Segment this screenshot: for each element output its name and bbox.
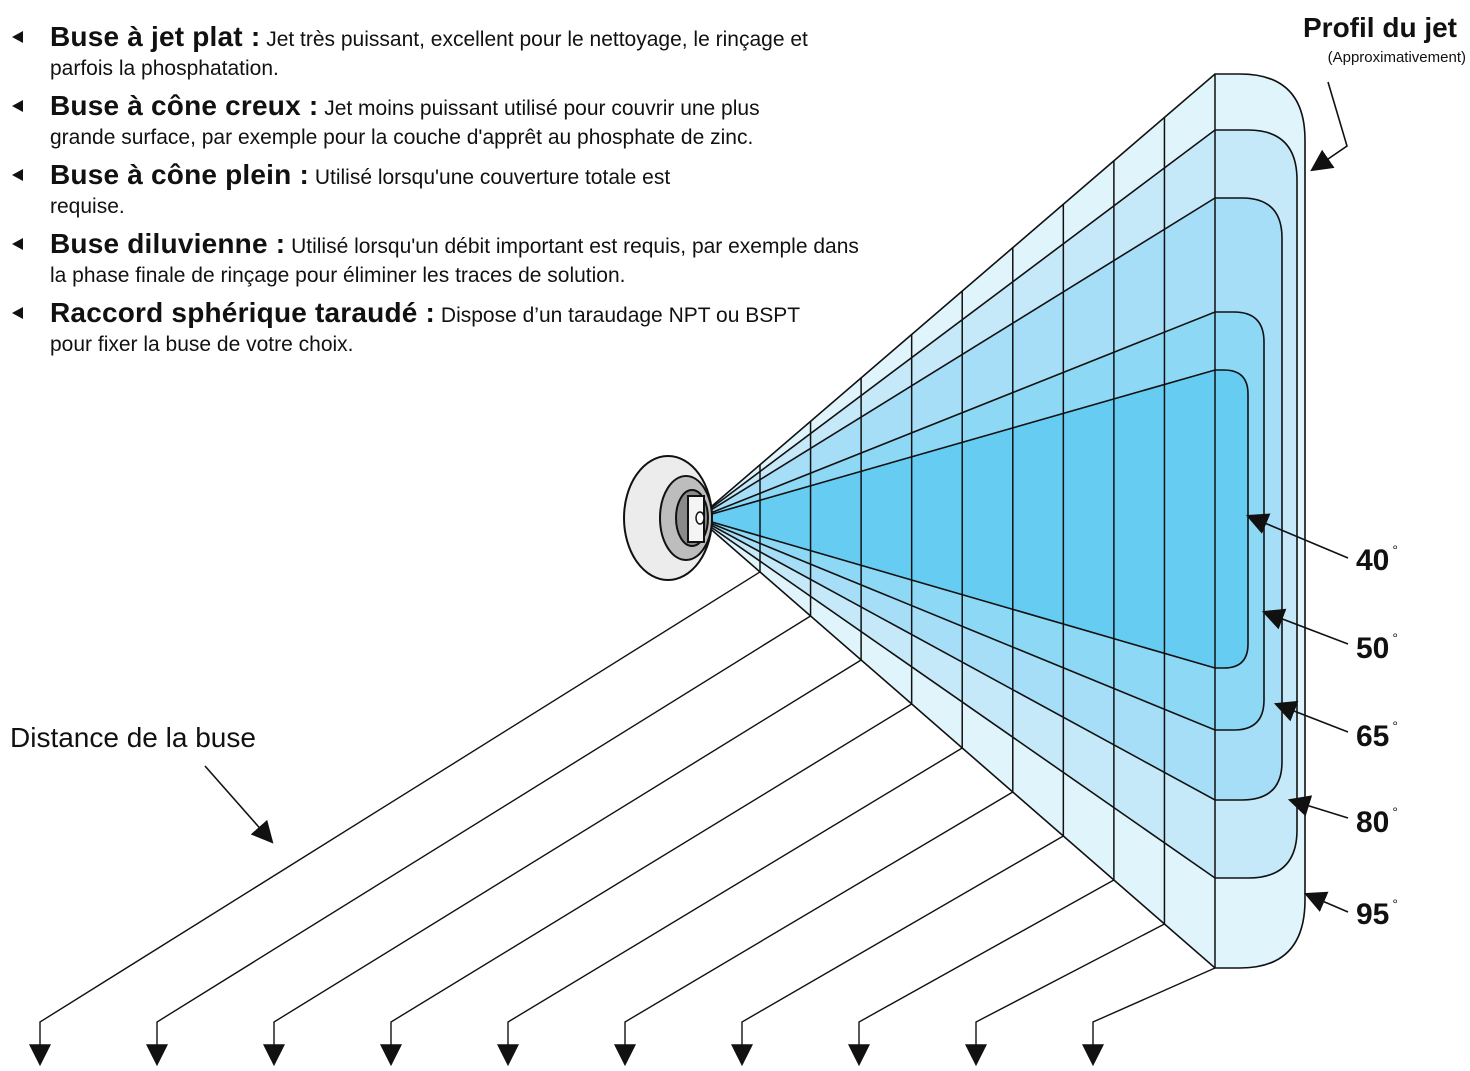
angle-pointer-65 xyxy=(1273,700,1349,733)
feature-title: Buse à cône plein : xyxy=(50,159,309,190)
bullet-arrow-icon xyxy=(12,169,23,181)
angle-value: 50 xyxy=(1356,632,1390,665)
angle-pointer-50 xyxy=(1261,608,1349,645)
angle-pointer-95 xyxy=(1303,891,1349,913)
bullet-arrow-icon xyxy=(12,238,23,250)
feature-item: Buse diluvienne : Utilisé lorsqu'un débi… xyxy=(12,229,860,290)
degree-symbol: ° xyxy=(1392,630,1398,646)
angle-pointer-40 xyxy=(1245,513,1349,559)
distance-leader-arrow xyxy=(731,835,1064,1067)
angle-label-65: 65 ° xyxy=(1356,718,1398,754)
profile-arrow xyxy=(1310,81,1348,172)
feature-text: Utilisé lorsqu'un débit important est re… xyxy=(50,235,859,287)
distance-gridlines xyxy=(759,74,1216,968)
distance-leader-arrow xyxy=(380,703,913,1067)
feature-text: Dispose d’un taraudage NPT ou BSPT pour … xyxy=(50,304,800,356)
feature-title: Buse diluvienne : xyxy=(50,228,286,259)
angle-label-50: 50 ° xyxy=(1356,630,1398,666)
angle-label-40: 40 ° xyxy=(1356,542,1398,578)
distance-label: Distance de la buse xyxy=(10,722,256,753)
feature-title: Buse à cône creux : xyxy=(50,90,319,121)
distance-leader-arrow xyxy=(146,615,811,1067)
bullet-arrow-icon xyxy=(12,307,23,319)
feature-item: Buse à cône creux : Jet moins puissant u… xyxy=(12,91,810,152)
nozzle-icon xyxy=(623,455,713,581)
profile-subtitle: (Approximativement) xyxy=(1327,49,1466,66)
feature-item: Buse à cône plein : Utilisé lorsqu'une c… xyxy=(12,160,730,221)
angle-value: 80 xyxy=(1356,806,1390,839)
distance-arrow xyxy=(204,765,274,844)
angle-value: 95 xyxy=(1356,898,1390,931)
distance-leader-arrow xyxy=(848,879,1115,1067)
bullet-arrow-icon xyxy=(12,100,23,112)
degree-symbol: ° xyxy=(1392,718,1398,734)
angle-pointer-80 xyxy=(1287,795,1349,819)
distance-leader-arrow xyxy=(29,571,761,1067)
distance-leader-arrow xyxy=(965,923,1165,1067)
distance-leader-arrow xyxy=(263,659,862,1067)
feature-text: Utilisé lorsqu'une couverture totale est… xyxy=(50,166,671,218)
angle-label-95: 95 ° xyxy=(1356,896,1398,932)
degree-symbol: ° xyxy=(1392,542,1398,558)
degree-symbol: ° xyxy=(1392,804,1398,820)
angle-value: 65 xyxy=(1356,720,1390,753)
feature-item: Raccord sphérique taraudé : Dispose d’un… xyxy=(12,298,820,359)
feature-title: Buse à jet plat : xyxy=(50,21,261,52)
profile-title: Profil du jet xyxy=(1303,12,1457,43)
angle-value: 40 xyxy=(1356,544,1390,577)
angle-label-80: 80 ° xyxy=(1356,804,1398,840)
bullet-arrow-icon xyxy=(12,31,23,43)
distance-leader-arrow xyxy=(1082,967,1216,1067)
distance-leader-arrow xyxy=(497,747,963,1067)
feature-title: Raccord sphérique taraudé : xyxy=(50,297,436,328)
feature-text: Jet très puissant, excellent pour le net… xyxy=(50,28,808,80)
feature-item: Buse à jet plat : Jet très puissant, exc… xyxy=(12,22,842,83)
feature-list: Buse à jet plat : Jet très puissant, exc… xyxy=(12,22,859,367)
distance-leader-arrow xyxy=(614,791,1014,1067)
degree-symbol: ° xyxy=(1392,896,1398,912)
feature-text: Jet moins puissant utilisé pour couvrir … xyxy=(50,97,760,149)
distance-leaders xyxy=(29,571,1216,1067)
